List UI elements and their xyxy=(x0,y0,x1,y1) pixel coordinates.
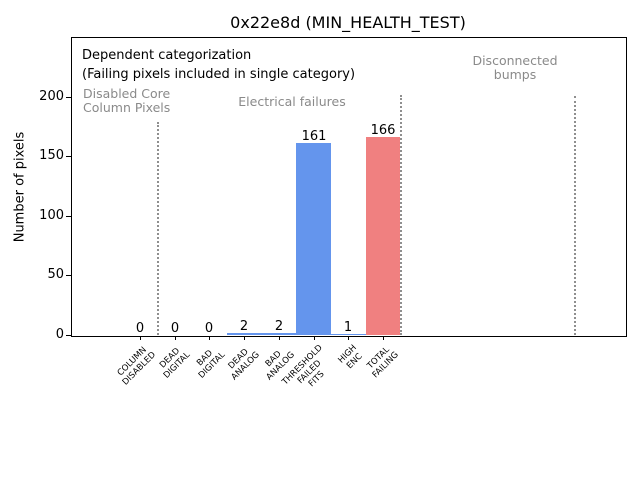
bar xyxy=(296,143,331,335)
x-tick-label: COLUMN DISABLED xyxy=(115,345,159,388)
bar-value-label: 166 xyxy=(370,123,396,138)
y-tick-label: 100 xyxy=(39,208,64,223)
x-tick-label: DEAD DIGITAL xyxy=(158,346,193,381)
x-tick-label: HIGH ENC xyxy=(336,343,365,372)
plot-area xyxy=(71,37,627,337)
section-label-electrical-failures: Electrical failures xyxy=(238,94,346,109)
x-tick-label: BAD DIGITAL xyxy=(195,348,228,381)
annotation-dependent-categorization: Dependent categorization xyxy=(82,48,252,63)
section-label-disabled-core-column-pixels: Disabled Core Column Pixels xyxy=(83,86,171,115)
x-tick-mark xyxy=(279,336,280,340)
bar xyxy=(227,333,261,335)
y-tick-mark xyxy=(66,216,71,217)
bar-value-label: 0 xyxy=(170,321,180,336)
y-tick-label: 200 xyxy=(39,89,64,104)
bar xyxy=(366,137,400,335)
x-tick-mark xyxy=(175,336,176,340)
x-tick-label: TOTAL FAILING xyxy=(365,344,402,381)
x-tick-mark xyxy=(314,336,315,340)
bar-value-label: 161 xyxy=(301,129,327,144)
section-separator-line xyxy=(574,96,576,335)
y-tick-mark xyxy=(66,156,71,157)
bar-value-label: 2 xyxy=(239,319,249,334)
bar xyxy=(331,334,366,335)
x-tick-mark xyxy=(383,336,384,340)
x-tick-mark xyxy=(209,336,210,340)
y-tick-mark xyxy=(66,97,71,98)
bar xyxy=(261,333,296,335)
y-tick-label: 150 xyxy=(39,148,64,163)
annotation-failing-pixels-note: (Failing pixels included in single categ… xyxy=(82,67,356,82)
section-separator-line xyxy=(157,122,159,335)
x-tick-mark xyxy=(348,336,349,340)
y-tick-mark xyxy=(66,275,71,276)
bar-value-label: 0 xyxy=(204,321,214,336)
bar-value-label: 0 xyxy=(135,321,145,336)
y-tick-mark xyxy=(66,335,71,336)
y-tick-label: 50 xyxy=(47,267,64,282)
chart-title: 0x22e8d (MIN_HEALTH_TEST) xyxy=(230,13,466,32)
bar-value-label: 1 xyxy=(343,320,353,335)
section-separator-line xyxy=(400,95,402,335)
x-tick-mark xyxy=(244,336,245,340)
x-tick-label: DEAD ANALOG xyxy=(226,347,263,383)
section-label-disconnected-bumps: Disconnected bumps xyxy=(472,53,558,82)
x-tick-mark xyxy=(140,336,141,340)
y-tick-label: 0 xyxy=(55,327,64,342)
bar-value-label: 2 xyxy=(274,319,284,334)
